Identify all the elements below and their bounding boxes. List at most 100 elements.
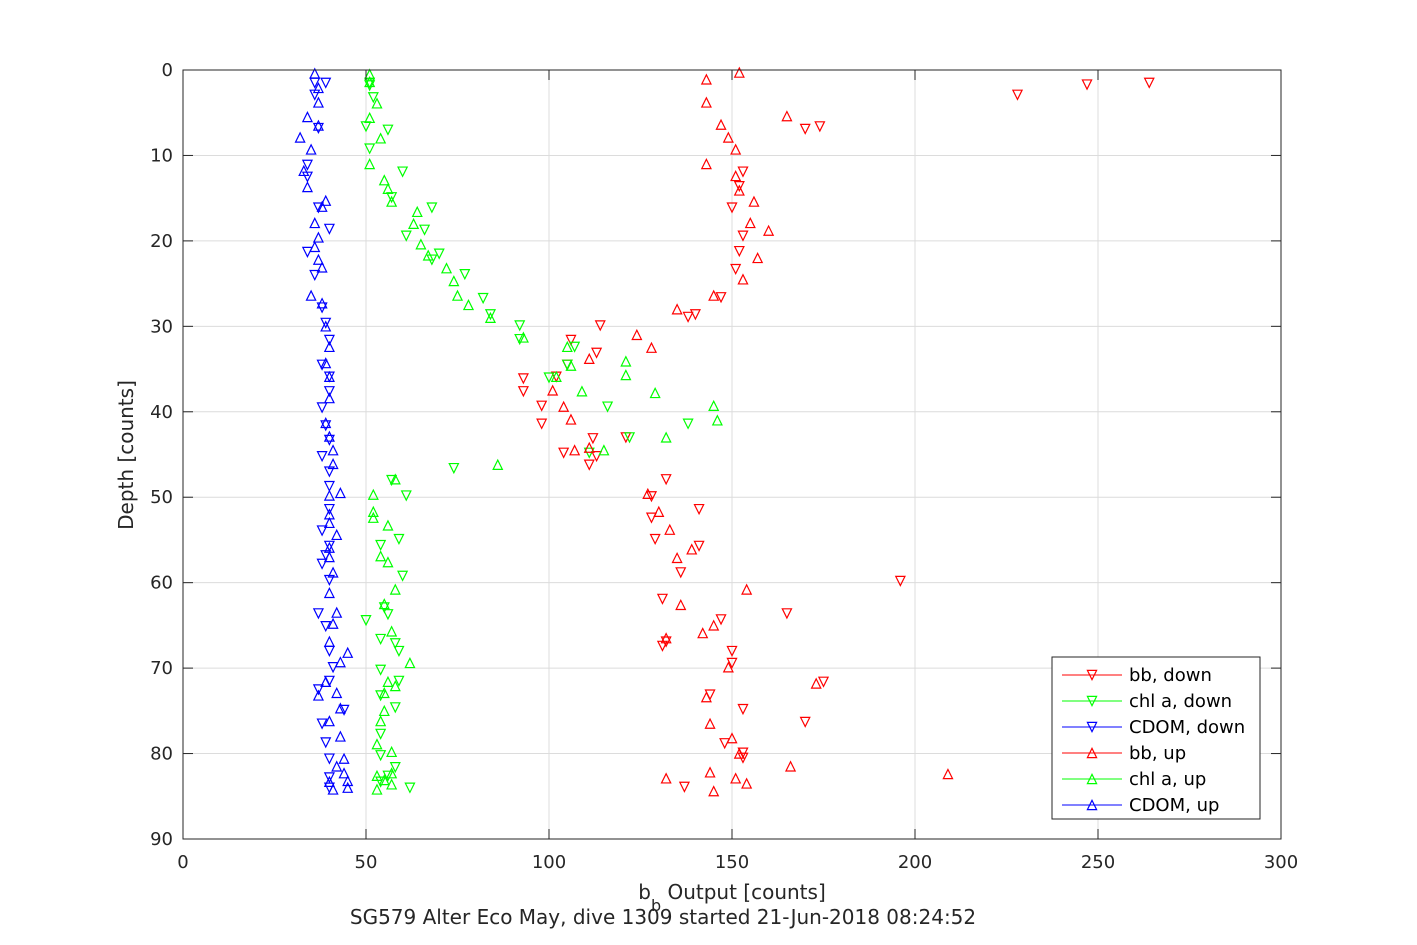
data-point: [331, 606, 343, 618]
data-point: [393, 675, 405, 687]
data-point: [752, 252, 764, 264]
data-point: [312, 202, 324, 214]
legend-label: chl a, down: [1129, 691, 1232, 712]
data-point: [664, 523, 676, 535]
data-point: [598, 444, 610, 456]
data-point: [294, 131, 306, 143]
legend-label: CDOM, up: [1129, 795, 1219, 816]
data-point: [323, 540, 335, 552]
data-point: [320, 77, 332, 89]
data-point: [517, 373, 529, 385]
data-point: [323, 503, 335, 516]
data-point: [386, 745, 398, 758]
data-point: [323, 430, 335, 442]
data-point: [492, 458, 504, 470]
data-point: [316, 200, 328, 212]
data-point: [301, 159, 314, 171]
data-point: [382, 609, 394, 621]
legend-marker: [1086, 695, 1098, 707]
data-point: [309, 67, 321, 79]
data-point: [737, 273, 749, 285]
data-point: [536, 400, 548, 412]
data-point: [623, 432, 636, 444]
data-point: [784, 760, 797, 772]
data-point: [389, 762, 401, 774]
data-point: [660, 474, 672, 486]
legend-marker: [1086, 721, 1098, 733]
y-tick-label: 90: [150, 829, 173, 850]
data-point: [715, 118, 727, 130]
data-point: [323, 715, 335, 727]
data-point: [320, 416, 332, 429]
data-point: [1143, 77, 1155, 89]
data-point: [547, 384, 559, 396]
axis-ticks: 0 50 100 150 200 250 300 0 10 20 30 40 50 60 70 80 90: [150, 60, 1298, 873]
data-point: [700, 73, 712, 85]
data-point: [389, 473, 401, 485]
x-tick-label: 0: [177, 852, 188, 873]
data-point: [338, 752, 350, 764]
x-tick-label: 200: [898, 852, 932, 873]
data-point: [312, 119, 324, 131]
data-point: [418, 224, 431, 236]
data-point: [484, 311, 497, 323]
data-point: [733, 245, 745, 258]
data-point: [375, 633, 387, 646]
data-point: [543, 372, 555, 384]
data-point: [323, 635, 335, 647]
legend-label: bb, down: [1129, 665, 1212, 686]
x-tick-label: 250: [1081, 852, 1115, 873]
data-point: [631, 328, 643, 341]
data-point: [404, 657, 416, 669]
data-point: [733, 747, 745, 759]
data-point: [367, 488, 379, 500]
data-point: [320, 320, 332, 332]
data-point: [323, 772, 335, 784]
data-point: [320, 621, 332, 633]
data-point: [364, 158, 376, 170]
data-point: [323, 392, 335, 404]
data-point: [312, 231, 324, 243]
data-point: [338, 767, 350, 779]
data-point: [301, 181, 314, 193]
data-point: [649, 533, 661, 546]
data-point: [517, 331, 529, 343]
data-point: [386, 195, 398, 207]
data-point: [653, 505, 665, 517]
data-point: [382, 675, 394, 687]
data-point: [323, 586, 335, 599]
data-point: [440, 262, 453, 274]
data-point: [400, 490, 412, 502]
data-point: [320, 357, 332, 369]
y-tick-label: 10: [150, 145, 173, 166]
legend-box: [1051, 656, 1261, 820]
data-point: [298, 164, 310, 177]
data-point: [382, 556, 394, 568]
data-point: [316, 718, 328, 730]
data-point: [316, 359, 328, 371]
data-point: [364, 68, 376, 80]
data-point: [675, 598, 687, 611]
x-axis-label-rest: Output [counts]: [661, 880, 826, 904]
data-point: [316, 451, 328, 463]
y-tick-label: 30: [150, 316, 173, 337]
data-point: [323, 775, 335, 787]
data-point: [645, 491, 658, 503]
data-point: [389, 680, 401, 692]
data-point: [722, 661, 734, 673]
data-point: [781, 608, 793, 620]
data-point: [323, 334, 335, 346]
x-axis-label: bb Output [counts]: [638, 880, 826, 915]
data-point: [733, 184, 745, 196]
data-point: [550, 370, 562, 382]
data-point: [408, 217, 420, 229]
data-point: [371, 97, 383, 109]
data-point: [591, 451, 603, 463]
data-point: [316, 525, 328, 537]
legend: bb, down chl a, down CDOM, down bb, up chl a…: [1051, 656, 1261, 820]
data-point: [601, 401, 614, 413]
data-point: [338, 704, 350, 716]
data-point: [323, 480, 335, 493]
data-point: [748, 195, 760, 207]
